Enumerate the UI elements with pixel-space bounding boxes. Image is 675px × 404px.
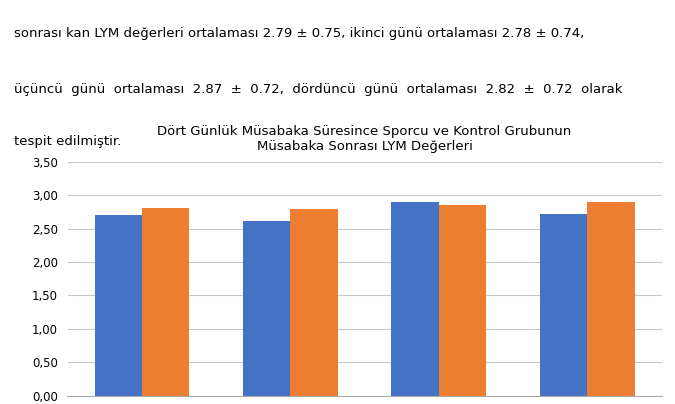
Bar — [392, 202, 439, 396]
Bar — [95, 215, 142, 396]
Bar — [243, 221, 290, 396]
Bar — [587, 202, 634, 396]
Text: sonrası kan LYM değerleri ortalaması 2.79 ± 0.75, ikinci günü ortalaması 2.78 ± : sonrası kan LYM değerleri ortalaması 2.7… — [14, 27, 584, 40]
Text: tespit edilmiştir.: tespit edilmiştir. — [14, 135, 121, 148]
Bar — [142, 208, 190, 396]
Bar — [439, 205, 486, 396]
Text: üçüncü  günü  ortalaması  2.87  ±  0.72,  dördüncü  günü  ortalaması  2.82  ±  0: üçüncü günü ortalaması 2.87 ± 0.72, dörd… — [14, 82, 622, 95]
Bar — [539, 214, 587, 396]
Title: Dört Günlük Müsabaka Süresince Sporcu ve Kontrol Grubunun
Müsabaka Sonrası LYM D: Dört Günlük Müsabaka Süresince Sporcu ve… — [157, 126, 572, 154]
Bar — [290, 209, 338, 396]
